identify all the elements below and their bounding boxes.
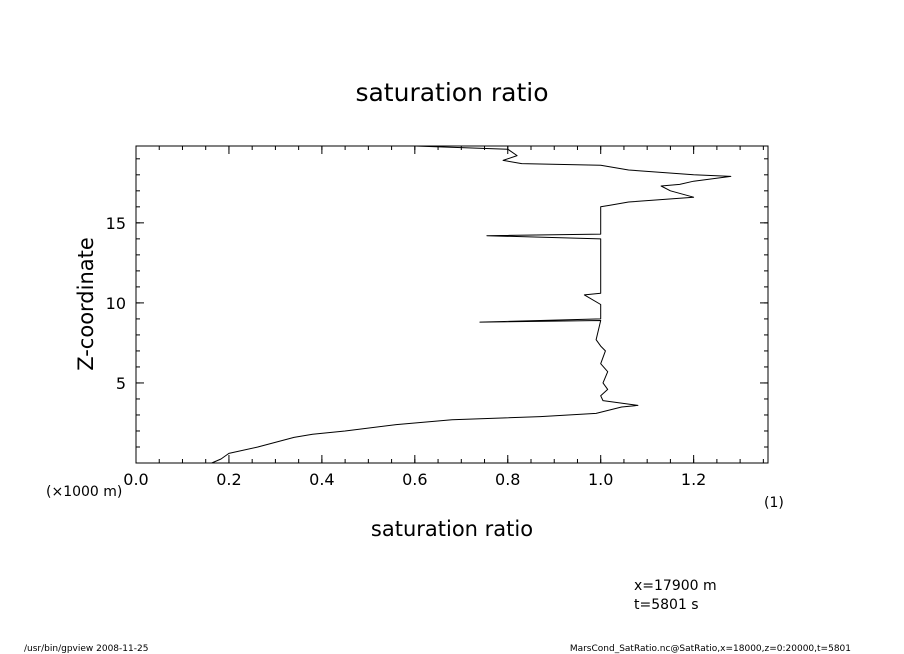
axis-tick-labels: 0.0 0.2 0.4 0.6 0.8 1.0 1.2 5 10 15 bbox=[106, 214, 707, 489]
axis-ticks bbox=[135, 146, 768, 464]
x-tick-label: 1.0 bbox=[588, 470, 613, 489]
time-annotation: t=5801 s bbox=[634, 597, 699, 613]
x-tick-label: 1.2 bbox=[681, 470, 706, 489]
x-axis-label: saturation ratio bbox=[371, 517, 533, 541]
y-tick-label: 5 bbox=[116, 374, 126, 393]
x-tick-label: 0.8 bbox=[495, 470, 520, 489]
x-tick-label: 0.4 bbox=[309, 470, 334, 489]
footer-left: /usr/bin/gpview 2008-11-25 bbox=[24, 644, 148, 654]
y-tick-label: 10 bbox=[106, 294, 126, 313]
series-layer bbox=[211, 145, 732, 464]
x-tick-label: 0.0 bbox=[123, 470, 148, 489]
footer-right: MarsCond_SatRatio.nc@SatRatio,x=18000,z=… bbox=[570, 644, 851, 654]
chart-title: saturation ratio bbox=[355, 78, 548, 107]
x-unit-label: (1) bbox=[764, 495, 784, 511]
y-axis-label: Z-coordinate bbox=[74, 237, 98, 371]
x-tick-label: 0.2 bbox=[216, 470, 241, 489]
y-tick-label: 15 bbox=[106, 214, 126, 233]
plot-frame bbox=[135, 145, 769, 464]
x-position-annotation: x=17900 m bbox=[634, 578, 717, 594]
series-line bbox=[211, 145, 732, 464]
x-tick-label: 0.6 bbox=[402, 470, 427, 489]
y-unit-label: (×1000 m) bbox=[46, 484, 122, 500]
